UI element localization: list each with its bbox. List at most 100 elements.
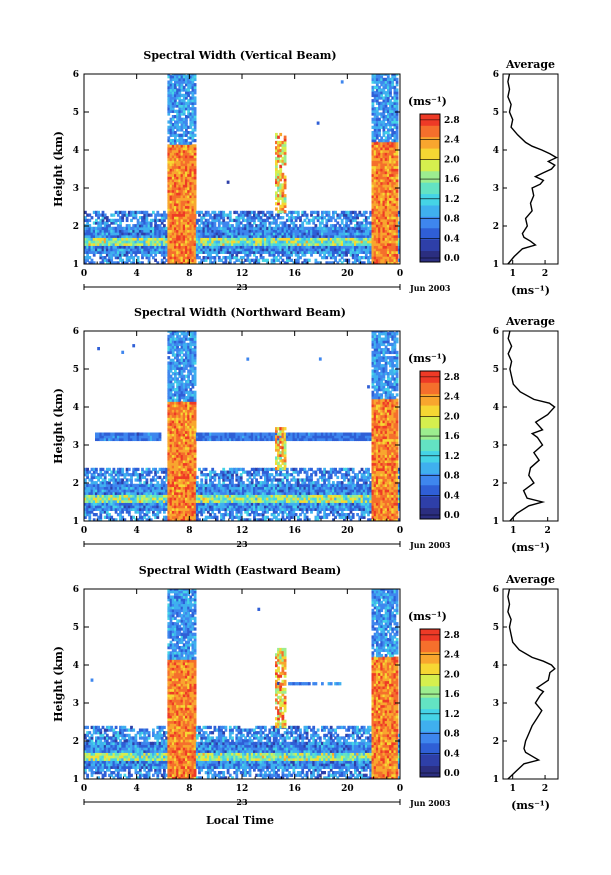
heatmap-cell	[270, 221, 274, 225]
heatmap-cell	[373, 194, 377, 199]
heatmap-cell	[158, 497, 162, 501]
heatmap-cell	[95, 218, 98, 223]
heatmap-cell	[152, 497, 155, 501]
heatmap-cell	[373, 115, 377, 119]
heatmap-cell	[182, 107, 186, 111]
heatmap-cell	[393, 112, 397, 116]
heatmap-cell	[165, 518, 168, 521]
heatmap-cell	[171, 168, 175, 172]
heatmap-cell	[174, 388, 177, 392]
heatmap-cell	[204, 213, 208, 217]
heatmap-cell	[378, 205, 381, 209]
heatmap-cell	[375, 160, 379, 164]
heatmap-cell	[176, 467, 179, 472]
heatmap-cell	[134, 497, 138, 501]
heatmap-cell	[228, 210, 232, 215]
heatmap-cell	[275, 196, 278, 200]
heatmap-cell	[171, 401, 175, 405]
heatmap-cell	[389, 173, 392, 177]
heatmap-cell	[171, 123, 175, 127]
heatmap-cell	[334, 237, 337, 241]
heatmap-cell	[189, 189, 193, 193]
heatmap-cell	[154, 491, 157, 495]
heatmap-cell	[371, 213, 375, 217]
heatmap-cell	[90, 245, 94, 249]
heatmap-cell	[147, 250, 151, 254]
heatmap-cell	[294, 224, 298, 228]
heatmap-cell	[281, 188, 285, 193]
heatmap-cell	[160, 213, 164, 217]
y-tick-label: 6	[73, 70, 79, 80]
heatmap-cell	[176, 168, 179, 172]
heatmap-cell	[171, 409, 175, 413]
heatmap-cell	[336, 232, 340, 236]
heatmap-cell	[88, 242, 92, 246]
x-tick-label: 0	[81, 269, 87, 279]
heatmap-cell	[180, 507, 184, 511]
heatmap-cell	[187, 115, 190, 119]
heatmap-cell	[384, 104, 388, 108]
heatmap-cell	[182, 184, 186, 188]
heatmap-cell	[253, 210, 256, 215]
heatmap-cell	[266, 216, 269, 220]
heatmap-cell	[242, 213, 245, 217]
heatmap-cell	[364, 245, 368, 249]
heatmap-cell	[182, 218, 186, 223]
heatmap-cell	[301, 224, 305, 228]
heatmap-cell	[393, 256, 397, 260]
heatmap-cell	[169, 99, 173, 103]
heatmap-cell	[332, 234, 335, 238]
heatmap-cell	[141, 210, 144, 215]
heatmap-cell	[110, 473, 114, 477]
heatmap-cell	[178, 443, 182, 448]
heatmap-cell	[393, 88, 397, 92]
heatmap-cell	[101, 213, 105, 217]
heatmap-cell	[97, 437, 100, 442]
heatmap-cell	[180, 181, 184, 185]
heatmap-cell	[217, 242, 221, 246]
heatmap-cell	[88, 494, 92, 498]
heatmap-cell	[321, 248, 324, 252]
heatmap-cell	[127, 497, 131, 501]
heatmap-cell	[169, 396, 173, 400]
heatmap-cell	[325, 226, 329, 231]
heatmap-cell	[125, 253, 129, 257]
heatmap-cell	[176, 162, 179, 167]
heatmap-cell	[371, 178, 375, 183]
heatmap-cell	[125, 435, 129, 439]
heatmap-cell	[121, 216, 125, 220]
heatmap-cell	[393, 117, 397, 121]
heatmap-cell	[318, 237, 322, 241]
heatmap-cell	[174, 253, 177, 257]
heatmap-cell	[176, 398, 179, 402]
heatmap-cell	[386, 248, 390, 252]
heatmap-cell	[283, 140, 287, 145]
heatmap-cell	[123, 518, 127, 521]
heatmap-cell	[224, 261, 228, 264]
heatmap-cell	[277, 224, 280, 228]
heatmap-cell	[167, 459, 171, 464]
heatmap-cell	[167, 345, 171, 349]
heatmap-cell	[193, 218, 197, 223]
heatmap-cell	[182, 253, 186, 257]
heatmap-cell	[178, 374, 182, 378]
heatmap-cell	[134, 435, 138, 439]
heatmap-cell	[277, 194, 280, 198]
heatmap-cell	[189, 85, 193, 90]
heatmap-cell	[193, 88, 197, 92]
heatmap-cell	[176, 128, 179, 132]
heatmap-cell	[108, 473, 111, 477]
heatmap-cell	[143, 497, 147, 501]
heatmap-cell	[176, 125, 179, 129]
heatmap-cell	[121, 213, 125, 217]
heatmap-cell	[375, 202, 379, 207]
heatmap-cell	[189, 157, 193, 161]
heatmap-cell	[176, 497, 179, 501]
heatmap-cell	[169, 513, 173, 517]
heatmap-cell	[191, 85, 195, 90]
heatmap-cell	[97, 248, 100, 252]
heatmap-cell	[141, 242, 144, 246]
heatmap-cell	[178, 491, 182, 495]
heatmap-cell	[354, 226, 357, 231]
heatmap-cell	[231, 229, 234, 233]
